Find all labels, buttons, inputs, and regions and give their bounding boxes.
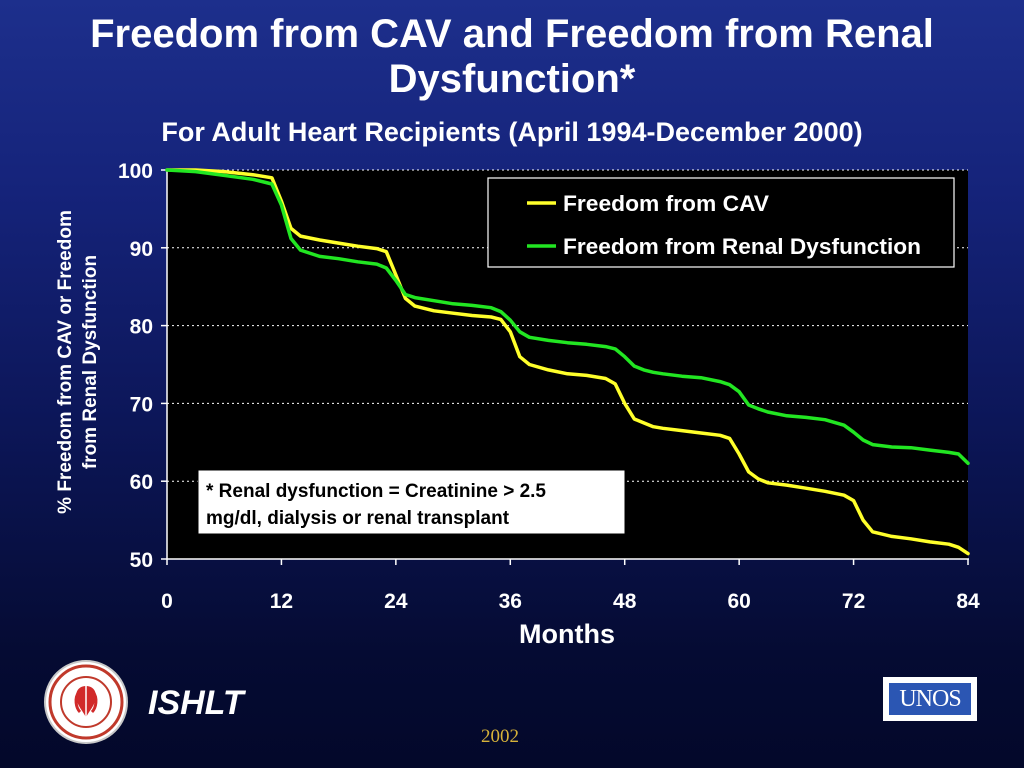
slide-title: Freedom from CAV and Freedom from Renal … xyxy=(0,12,1024,102)
x-tick-label: 36 xyxy=(499,590,522,613)
slide-title-line1: Freedom from CAV and Freedom from Renal xyxy=(90,12,934,56)
unos-logo-text: UNOS xyxy=(889,683,971,715)
legend-box xyxy=(487,177,955,268)
ishlt-seal-icon xyxy=(48,664,124,740)
x-tick-label: 72 xyxy=(842,590,865,613)
x-tick-label: 24 xyxy=(384,590,408,613)
y-tick-label: 50 xyxy=(130,549,153,572)
annotation-box xyxy=(197,469,626,535)
y-axis-title-line1: % Freedom from CAV or Freedom xyxy=(55,210,76,514)
series-line-cav xyxy=(165,168,970,556)
x-tick-label: 0 xyxy=(161,590,173,613)
y-tick-label: 90 xyxy=(130,238,153,261)
x-axis-title: Months xyxy=(519,619,615,649)
annotation-line2: mg/dl, dialysis or renal transplant xyxy=(206,508,510,529)
annotation-line1: * Renal dysfunction = Creatinine > 2.5 xyxy=(206,481,546,502)
legend-label: Freedom from Renal Dysfunction xyxy=(563,234,921,259)
y-tick-label: 80 xyxy=(130,316,153,339)
legend-label: Freedom from CAV xyxy=(563,191,769,216)
footer-year: 2002 xyxy=(481,726,519,747)
ishlt-seal-logo xyxy=(44,660,128,744)
y-tick-label: 70 xyxy=(130,393,153,416)
x-tick-label: 60 xyxy=(727,590,750,613)
slide-title-line2: Dysfunction* xyxy=(388,57,636,101)
y-tick-label: 60 xyxy=(130,471,153,494)
unos-logo: UNOS xyxy=(883,677,977,721)
y-axis-title-line2: from Renal Dysfunction xyxy=(80,255,101,469)
slide-subtitle: For Adult Heart Recipients (April 1994-D… xyxy=(161,117,863,147)
x-tick-label: 48 xyxy=(613,590,637,613)
ishlt-label: ISHLT xyxy=(148,684,244,722)
x-tick-label: 12 xyxy=(270,590,293,613)
y-tick-label: 100 xyxy=(118,160,153,183)
series-line-renal xyxy=(165,168,970,466)
x-tick-label: 84 xyxy=(956,590,980,613)
